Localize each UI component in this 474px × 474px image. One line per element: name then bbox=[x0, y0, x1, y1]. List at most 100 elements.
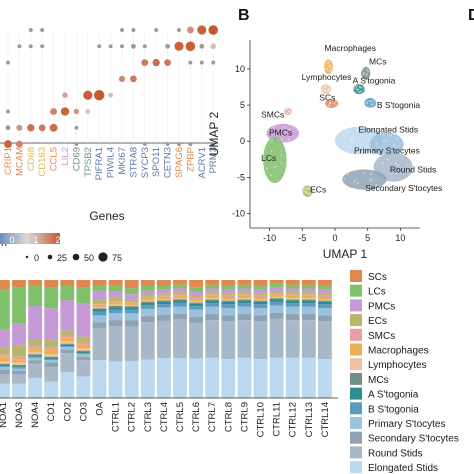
dot-mark bbox=[83, 90, 93, 100]
bar-category-label: CTRL2 bbox=[127, 402, 138, 432]
dot-mark bbox=[165, 142, 170, 147]
umap-point bbox=[367, 70, 370, 73]
legend-swatch bbox=[350, 431, 362, 444]
umap-point bbox=[370, 173, 372, 176]
dot-mark bbox=[27, 124, 35, 132]
bar-segment bbox=[44, 357, 59, 360]
umap-point bbox=[285, 109, 288, 111]
umap-point bbox=[322, 90, 325, 93]
bar-segment bbox=[28, 360, 42, 364]
umap-point bbox=[307, 193, 310, 196]
umap-point bbox=[321, 89, 323, 91]
umap-cluster bbox=[335, 126, 383, 155]
bar-segment bbox=[285, 300, 300, 304]
legend-label: Secondary S'tocytes bbox=[368, 434, 459, 445]
bar-segment bbox=[301, 303, 316, 307]
umap-point bbox=[363, 88, 366, 91]
bar-segment bbox=[44, 280, 59, 288]
umap-point bbox=[289, 110, 292, 113]
bar-segment bbox=[60, 372, 75, 398]
bar-segment bbox=[237, 295, 252, 299]
umap-point bbox=[356, 147, 359, 150]
umap-point bbox=[372, 98, 374, 101]
bar-segment bbox=[269, 290, 284, 294]
bar-segment bbox=[173, 306, 187, 314]
dot-mark bbox=[142, 142, 147, 147]
dot-mark bbox=[154, 28, 159, 32]
bar-segment bbox=[205, 288, 220, 293]
bar-segment bbox=[205, 320, 220, 358]
legend-swatch bbox=[350, 446, 362, 459]
bar-segment bbox=[44, 359, 59, 361]
bar-category-label: CTRL5 bbox=[175, 402, 186, 432]
bar-segment bbox=[28, 355, 42, 357]
bar-segment bbox=[269, 283, 284, 288]
umap-cluster-label: MCs bbox=[369, 57, 386, 67]
dotplot-panel: CRIP1 MCAM CD68 CD163 CCL5 LIL2 CD69 TPSB2 PIFRA… bbox=[0, 25, 219, 263]
umap-cluster bbox=[263, 136, 287, 184]
bar-segment bbox=[237, 303, 252, 307]
umap-cluster-label: Elongated Stids bbox=[359, 125, 419, 135]
umap-point bbox=[329, 99, 331, 102]
bar-segment bbox=[76, 280, 91, 288]
umap-point bbox=[281, 139, 283, 142]
bar-segment bbox=[205, 306, 220, 315]
legend-swatch bbox=[350, 314, 362, 327]
umap-point bbox=[370, 178, 372, 181]
bar-segment bbox=[60, 341, 75, 344]
size-legend-dot-75 bbox=[98, 252, 108, 262]
umap-point bbox=[362, 172, 365, 175]
bar-segment bbox=[0, 347, 10, 355]
bar-segment bbox=[157, 358, 171, 398]
dot-mark bbox=[141, 59, 149, 66]
gene-label: CD69 bbox=[71, 147, 82, 171]
dot-mark bbox=[120, 44, 124, 49]
bar-segment bbox=[60, 300, 75, 331]
bar-segment bbox=[189, 301, 203, 303]
dotplot-gene-labels: CRIP1 MCAM CD68 CD163 CCL5 LIL2 CD69 TPSB2 PIFRA… bbox=[3, 147, 219, 180]
bar-segment bbox=[301, 294, 316, 296]
umap-cluster-label: Macrophages bbox=[325, 43, 377, 53]
bar-segment bbox=[205, 294, 220, 296]
umap-point bbox=[306, 187, 309, 190]
legend-label: A S'togonia bbox=[368, 390, 419, 401]
umap-point bbox=[358, 86, 361, 88]
bar-category-label: CTRL12 bbox=[288, 402, 299, 437]
size-legend-dot-0 bbox=[25, 255, 29, 259]
umap-point bbox=[365, 102, 368, 105]
umap-point bbox=[267, 129, 270, 132]
bar-segment bbox=[269, 298, 284, 300]
bar-segment bbox=[60, 335, 75, 338]
umap-point bbox=[327, 89, 330, 92]
bar-segment bbox=[92, 280, 107, 286]
umap-point bbox=[309, 186, 312, 189]
bar-segment bbox=[285, 298, 300, 300]
bar-segment bbox=[108, 320, 123, 327]
umap-point bbox=[397, 164, 400, 166]
umap-point bbox=[289, 112, 292, 115]
umap-point bbox=[277, 139, 280, 142]
colorbar bbox=[0, 233, 60, 244]
bar-segment bbox=[0, 374, 10, 384]
bar-category-label: CTRL3 bbox=[143, 402, 154, 432]
bar-segment bbox=[221, 289, 236, 294]
bar-segment bbox=[28, 351, 42, 355]
bar-segment bbox=[269, 287, 284, 291]
legend-label: B S'togonia bbox=[368, 404, 419, 415]
umap-point bbox=[356, 89, 359, 92]
bar-segment bbox=[108, 361, 123, 398]
bar-segment bbox=[189, 302, 203, 304]
bar-segment bbox=[221, 293, 236, 296]
bar-segment bbox=[253, 315, 268, 322]
umap-y-tick-label: -5 bbox=[237, 172, 245, 182]
bar-segment bbox=[140, 290, 155, 295]
bar-segment bbox=[140, 316, 155, 323]
umap-point bbox=[270, 150, 273, 153]
dotplot-x-axis-title: Genes bbox=[89, 209, 124, 223]
dot-mark bbox=[199, 43, 205, 49]
umap-point bbox=[355, 85, 357, 88]
bar-segment bbox=[124, 280, 139, 289]
bar-segment bbox=[269, 301, 284, 306]
colorbar-tick-1: 1 bbox=[33, 235, 38, 245]
dot-mark bbox=[50, 108, 57, 115]
